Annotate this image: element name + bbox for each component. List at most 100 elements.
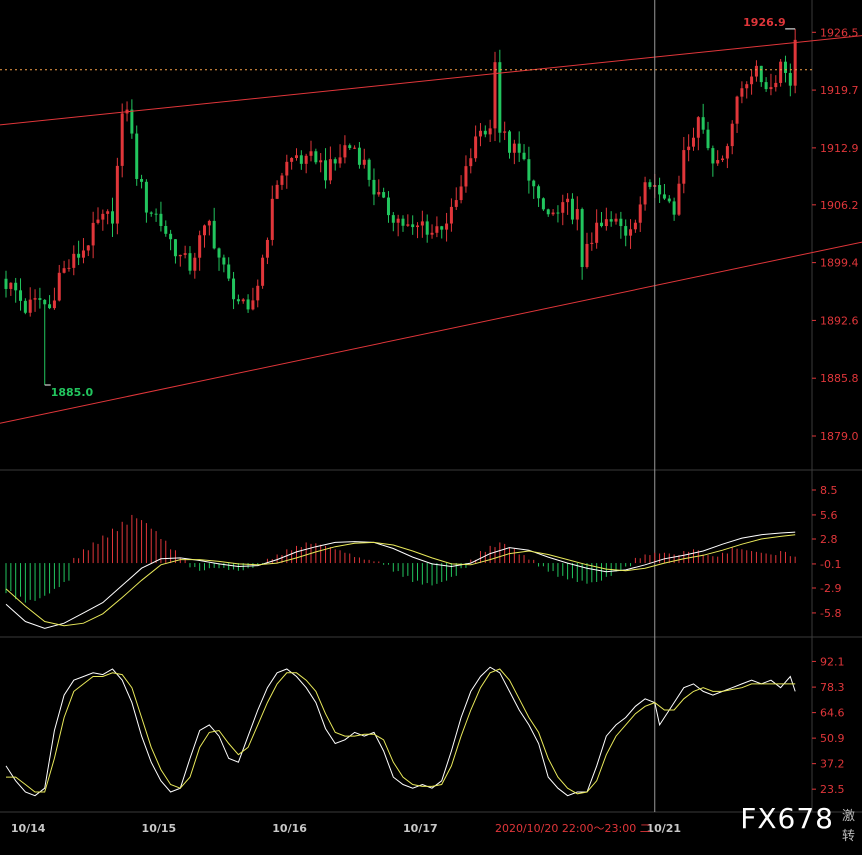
candle-body: [754, 65, 758, 77]
candle-body: [793, 39, 797, 86]
candle-body: [662, 194, 666, 199]
candle-body: [401, 218, 405, 226]
candle-body: [750, 76, 754, 85]
candle-body: [72, 253, 76, 268]
candle-body: [91, 222, 95, 246]
candle-body: [696, 117, 700, 138]
candle-body: [740, 88, 744, 97]
x-axis-date-label: 10/21: [646, 822, 681, 835]
candle-body: [309, 151, 313, 156]
candle-body: [43, 299, 47, 305]
candle-body: [372, 179, 376, 195]
candle-body: [314, 151, 318, 163]
candle-body: [38, 298, 42, 300]
candle-body: [304, 155, 308, 164]
candle-body: [188, 253, 192, 271]
candle-body: [604, 219, 608, 227]
candle-body: [203, 225, 206, 236]
candle-body: [614, 218, 618, 222]
candle-body: [135, 133, 139, 179]
stoch-y-tick-label: 50.9: [820, 732, 845, 745]
candle-body: [706, 129, 710, 149]
x-axis-date-label: 10/15: [142, 822, 177, 835]
macd-y-tick-label: 8.5: [820, 484, 838, 497]
candle-body: [546, 209, 550, 215]
macd-line-1: [5, 531, 796, 629]
candle-body: [629, 229, 633, 236]
candle-body: [111, 211, 115, 224]
candle-body: [590, 242, 594, 244]
candle-body: [299, 155, 303, 164]
candle-body: [595, 222, 599, 243]
candle-body: [682, 150, 686, 184]
candle-body: [265, 239, 269, 258]
stoch-line-1: [5, 666, 796, 797]
candle-body: [338, 157, 342, 164]
candle-body: [86, 245, 90, 251]
candle-body: [541, 198, 545, 210]
candle-body: [19, 290, 23, 301]
candle-body: [241, 299, 245, 302]
candle-body: [561, 202, 565, 213]
candle-body: [730, 123, 734, 147]
candle-body: [23, 300, 27, 313]
candle-body: [33, 298, 37, 300]
candle-body: [222, 257, 226, 265]
candle-body: [498, 62, 502, 133]
price-y-tick-label: 1919.7: [820, 84, 859, 97]
candle-body: [687, 146, 691, 151]
stoch-y-tick-label: 78.3: [820, 681, 845, 694]
price-y-tick-label: 1885.8: [820, 372, 859, 385]
candle-body: [783, 61, 787, 73]
candle-body: [575, 209, 579, 220]
candle-body: [144, 181, 148, 213]
candle-body: [512, 143, 516, 153]
candle-body: [396, 218, 400, 223]
candle-body: [745, 84, 749, 89]
candle-body: [377, 192, 381, 195]
macd-y-tick-label: 2.8: [820, 533, 838, 546]
x-axis-date-label: 10/14: [11, 822, 46, 835]
candle-body: [672, 201, 676, 215]
candle-body: [406, 224, 410, 226]
candle-body: [81, 250, 85, 258]
candle-body: [691, 137, 695, 147]
candle-body: [280, 175, 284, 185]
candle-body: [207, 220, 211, 226]
candle-body: [212, 220, 216, 249]
candle-body: [638, 204, 642, 223]
candle-body: [348, 145, 352, 149]
candle-body: [537, 186, 541, 199]
candle-body: [411, 224, 415, 228]
price-y-tick-label: 1926.5: [820, 26, 859, 39]
candle-body: [449, 206, 453, 224]
trend-channel-lower: [0, 241, 862, 424]
candle-body: [328, 159, 332, 181]
candle-body: [4, 278, 8, 289]
macd-y-tick-label: -2.9: [820, 582, 841, 595]
candle-body: [343, 145, 347, 158]
candle-body: [52, 300, 56, 309]
candle-body: [522, 152, 526, 160]
macd-y-tick-label: -5.8: [820, 607, 841, 620]
candle-body: [28, 299, 32, 313]
candle-body: [701, 117, 705, 130]
candle-body: [275, 184, 279, 199]
candle-body: [600, 222, 603, 227]
candle-body: [721, 158, 725, 161]
candle-body: [96, 219, 100, 223]
candle-body: [115, 165, 119, 224]
candle-body: [386, 197, 390, 216]
candle-body: [183, 253, 187, 255]
stoch-y-tick-label: 37.2: [820, 758, 845, 771]
candle-body: [270, 198, 274, 240]
candle-body: [290, 158, 294, 162]
candle-body: [353, 147, 357, 149]
macd-line-2: [5, 534, 796, 627]
candle-body: [178, 254, 182, 257]
candle-body: [532, 180, 536, 187]
candle-body: [246, 299, 250, 310]
candle-body: [503, 131, 507, 133]
candle-body: [149, 212, 153, 214]
watermark-side-text: 激转: [842, 809, 856, 844]
